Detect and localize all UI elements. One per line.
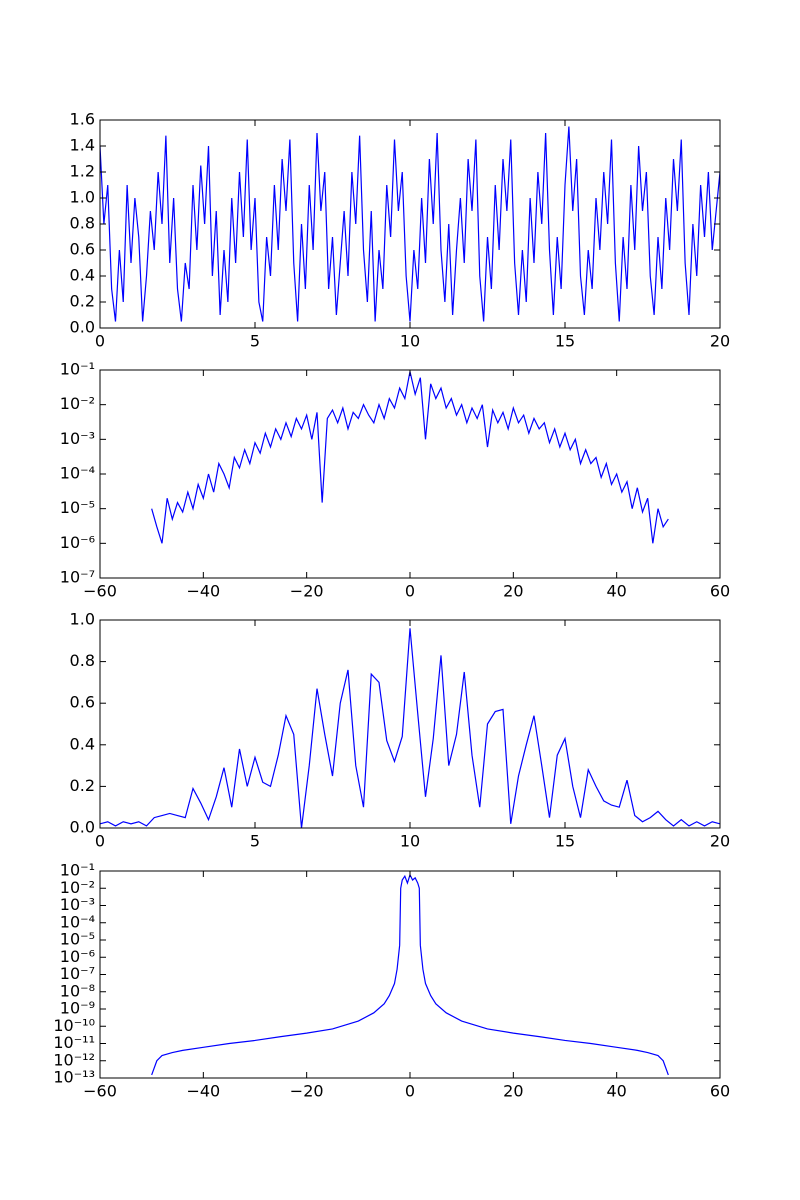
x-tick-label: 60 bbox=[710, 1082, 730, 1101]
x-tick-label: 40 bbox=[606, 1082, 626, 1101]
x-tick-label: 0 bbox=[95, 832, 105, 851]
x-tick-label: 0 bbox=[405, 1082, 415, 1101]
y-tick-label: 1.4 bbox=[70, 136, 95, 155]
x-tick-label: −60 bbox=[83, 1082, 117, 1101]
y-tick-label: 10⁻² bbox=[60, 394, 95, 413]
axes-frame bbox=[99, 369, 721, 579]
x-tick-label: 40 bbox=[606, 582, 626, 601]
y-tick-label: 0.2 bbox=[70, 292, 95, 311]
x-tick-label: 60 bbox=[710, 582, 730, 601]
y-tick-label: 10⁻⁸ bbox=[60, 981, 95, 1000]
x-tick-label: 15 bbox=[555, 332, 575, 351]
y-tick-label: 0.4 bbox=[70, 266, 95, 285]
y-tick-label: 10⁻⁷ bbox=[60, 964, 95, 983]
axes-frame bbox=[99, 870, 721, 1079]
x-tick-label: −60 bbox=[83, 582, 117, 601]
x-tick-label: 10 bbox=[400, 832, 420, 851]
y-tick-label: 0.0 bbox=[70, 318, 95, 337]
y-tick-label: 0.8 bbox=[70, 214, 95, 233]
y-tick-label: 0.6 bbox=[70, 693, 95, 712]
y-tick-label: 0.2 bbox=[70, 776, 95, 795]
y-tick-label: 10⁻¹ bbox=[60, 360, 95, 379]
y-tick-label: 10⁻⁵ bbox=[60, 930, 95, 949]
data-line bbox=[151, 371, 669, 544]
data-line bbox=[100, 126, 720, 322]
x-tick-label: 15 bbox=[555, 832, 575, 851]
y-tick-label: 1.2 bbox=[70, 162, 95, 181]
axes-frame bbox=[99, 119, 721, 329]
y-tick-label: 10⁻³ bbox=[60, 895, 95, 914]
x-tick-label: −40 bbox=[186, 582, 220, 601]
y-tick-label: 10⁻⁶ bbox=[60, 533, 95, 552]
y-tick-label: 10⁻¹⁰ bbox=[53, 1016, 95, 1035]
y-tick-label: 10⁻¹ bbox=[60, 861, 95, 880]
y-tick-label: 10⁻¹¹ bbox=[53, 1033, 95, 1052]
x-tick-label: 5 bbox=[250, 332, 260, 351]
subplot: 0 5 10 15 20 0.0 0.2 0.4 0.6 0.8 1.0 1.2 1.4 1.6 bbox=[70, 110, 731, 351]
x-tick-label: 0 bbox=[95, 332, 105, 351]
subplot: 0 5 10 15 20 0.0 0.2 0.4 0.6 0.8 1.0 bbox=[70, 610, 731, 851]
y-tick-label: 10⁻¹² bbox=[53, 1050, 95, 1069]
y-tick-label: 10⁻⁹ bbox=[60, 999, 95, 1018]
y-tick-label: 10⁻⁵ bbox=[60, 498, 95, 517]
data-line bbox=[151, 873, 669, 1076]
x-tick-label: 5 bbox=[250, 832, 260, 851]
subplot: −60 −40 −20 0 20 40 60 10⁻¹³10⁻¹²10⁻¹¹10⁻¹⁰10⁻⁹… bbox=[53, 861, 730, 1101]
axes-frame bbox=[99, 619, 721, 829]
y-tick-label: 0.0 bbox=[70, 818, 95, 837]
x-tick-label: 20 bbox=[503, 1082, 523, 1101]
x-tick-label: 10 bbox=[400, 332, 420, 351]
x-tick-label: 20 bbox=[710, 832, 730, 851]
y-tick-label: 0.8 bbox=[70, 651, 95, 670]
y-tick-label: 10⁻⁷ bbox=[60, 568, 95, 587]
y-tick-label: 10⁻³ bbox=[60, 429, 95, 448]
x-tick-label: −40 bbox=[186, 1082, 220, 1101]
y-tick-label: 10⁻⁴ bbox=[60, 464, 95, 483]
subplot: −60 −40 −20 0 20 40 60 10⁻⁷ 10⁻⁶ 10⁻⁵ 10⁻⁴ 10⁻³ 10⁻²… bbox=[60, 360, 730, 601]
y-tick-label: 0.6 bbox=[70, 240, 95, 259]
y-tick-label: 1.0 bbox=[70, 610, 95, 629]
x-tick-label: 20 bbox=[710, 332, 730, 351]
x-tick-label: −20 bbox=[290, 582, 324, 601]
y-tick-label: 1.6 bbox=[70, 110, 95, 129]
y-tick-label: 10⁻¹³ bbox=[53, 1068, 95, 1087]
y-tick-label: 10⁻⁴ bbox=[60, 912, 95, 931]
x-tick-label: −20 bbox=[290, 1082, 324, 1101]
y-tick-label: 1.0 bbox=[70, 188, 95, 207]
x-tick-label: 0 bbox=[405, 582, 415, 601]
y-tick-label: 10⁻² bbox=[60, 878, 95, 897]
y-tick-label: 10⁻⁶ bbox=[60, 947, 95, 966]
data-line bbox=[100, 628, 720, 828]
x-tick-label: 20 bbox=[503, 582, 523, 601]
y-tick-label: 0.4 bbox=[70, 734, 95, 753]
